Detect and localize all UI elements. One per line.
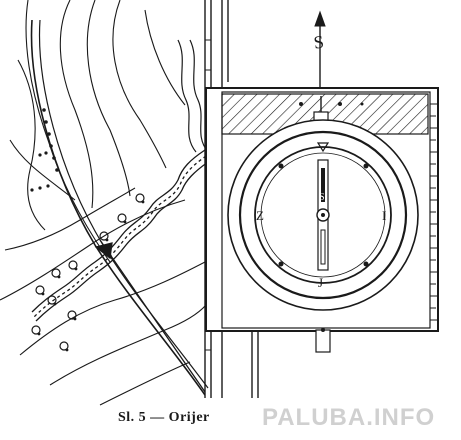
compass: Z I J S xyxy=(205,87,439,353)
river xyxy=(31,149,209,322)
compass-north-marker xyxy=(316,142,330,153)
compass-base-plate-inner xyxy=(221,91,431,329)
compass-ruler-ticks xyxy=(430,103,438,321)
compass-needle xyxy=(316,159,330,271)
compass-south-label: J xyxy=(318,275,323,290)
compass-needle-label: S xyxy=(319,192,325,203)
compass-dial-dots xyxy=(278,163,369,267)
north-arrow xyxy=(314,10,326,92)
figure-caption: Sl. 5 — Orijer xyxy=(118,410,210,425)
direction-line xyxy=(94,239,206,393)
river-upper xyxy=(177,39,209,153)
road-dots xyxy=(30,108,59,192)
watermark-text: PALUBA.INFO xyxy=(262,404,436,431)
compass-sight-bottom xyxy=(315,329,331,353)
contour-lines xyxy=(0,0,207,406)
compass-bezel-ring xyxy=(238,130,408,300)
north-arrow-label: S xyxy=(312,32,325,53)
compass-dial xyxy=(254,146,392,284)
vegetation-symbols xyxy=(31,193,145,351)
compass-east-label: I xyxy=(382,208,386,223)
vegetation-dots xyxy=(37,200,145,352)
compass-west-label: Z xyxy=(256,208,264,223)
